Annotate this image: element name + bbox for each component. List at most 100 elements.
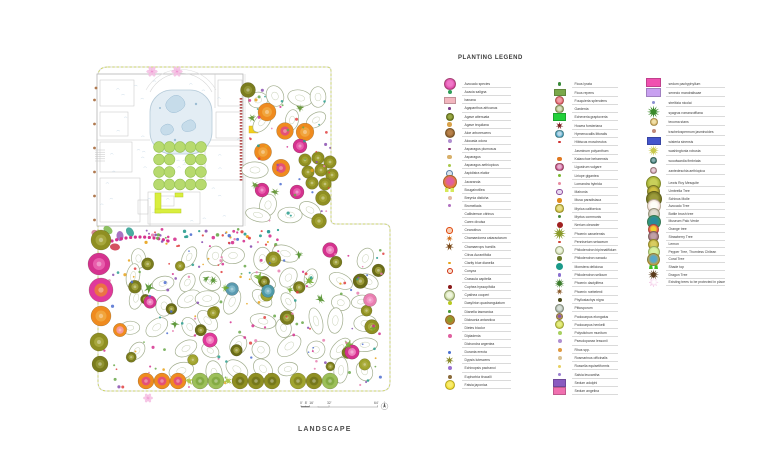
legend-row: Lomandra hybrida <box>547 180 618 188</box>
plant-name: Agave tequilana <box>462 123 511 129</box>
plant-name: Nerium oleander <box>572 223 618 230</box>
plant-symbol-empty <box>437 251 462 259</box>
plant-name: Dragon Tree <box>666 273 725 279</box>
plant-symbol-icon <box>547 271 572 279</box>
north-arrow-icon <box>380 401 389 410</box>
site-plan: 0' 8' 16' 32' 64' <box>87 66 391 410</box>
plant-symbol-icon <box>547 88 572 97</box>
shade-symbol-icon <box>649 265 658 269</box>
plant-name: tecoma stans <box>666 120 725 127</box>
plant-name: Bromeliads <box>462 204 511 210</box>
plant-name: Bougainvillea <box>462 188 511 194</box>
plant-symbol-icon <box>547 171 572 179</box>
plant-name: Echeveria graptoveria <box>572 115 618 122</box>
plant-symbol-icon <box>547 362 572 370</box>
plant-name: Bottle brush tree <box>666 212 725 218</box>
legend-row: Philodendron selloum <box>547 271 618 280</box>
upper-garden-planting <box>240 82 339 229</box>
plant-symbol-icon <box>547 254 572 262</box>
legend-row: Podocarpus henkelii <box>547 320 618 330</box>
tree-symbol-icon <box>649 156 658 165</box>
star-symbol-icon <box>446 234 453 242</box>
legend-row: Echeveria graptoveria <box>547 113 618 122</box>
plant-symbol-icon <box>547 303 572 313</box>
legend-row: Carex divulsa <box>437 218 511 227</box>
plant-name: Ligustrum vulgare <box>572 165 618 172</box>
tree-symbol-icon <box>555 162 564 172</box>
legend-row: Ficus lyrata <box>547 80 618 89</box>
legend-row: Crassula capitella <box>437 275 511 284</box>
plant-symbol-icon <box>437 332 462 340</box>
scale-label: 8' <box>305 401 308 405</box>
dot-symbol-icon <box>558 215 561 219</box>
plant-name: Asparagus <box>462 155 511 162</box>
dot-symbol-icon <box>557 156 562 162</box>
plant-name: Chamaedorea cataractarum <box>462 236 511 243</box>
plant-name: Ficus repens <box>572 91 618 97</box>
legend-row: Ceanothus <box>437 226 511 235</box>
legend-row: Duranta erecta <box>437 348 511 357</box>
plant-name: Pennisetum setaceum <box>572 240 618 246</box>
plant-symbol-empty <box>437 340 462 348</box>
legend-row: Citrus Aurantifolia <box>437 251 511 259</box>
plant-symbol-icon <box>547 213 572 221</box>
dot-symbol-icon <box>557 256 562 261</box>
plant-name: Kalanchoe beharensis <box>572 157 618 163</box>
plant-name: Strawberry Tree <box>666 235 725 241</box>
tree-symbol-icon <box>555 245 564 255</box>
plant-symbol-icon <box>437 202 462 210</box>
plant-name: Phyllostachys nigra <box>572 298 618 305</box>
plant-name: Musa paradisiaca <box>572 198 618 205</box>
plant-symbol-icon <box>437 308 462 316</box>
legend-row: Dianella tasmanica <box>437 308 511 316</box>
tree-symbol-icon <box>444 314 455 325</box>
legend-row: Polystichum munitum <box>547 329 618 338</box>
sheet-title: LANDSCAPE <box>298 426 352 433</box>
property-boundary-dashed <box>97 66 391 392</box>
plant-name: Avocado Tree <box>666 204 725 211</box>
plant-name: sedum pachyphyllum <box>666 82 725 88</box>
tree-symbol-icon <box>555 320 564 330</box>
plant-symbol-icon <box>437 348 462 356</box>
plant-name: Jacaranda <box>462 180 511 186</box>
plant-name: Howea forsteriana <box>572 124 618 130</box>
plant-name: Existing trees to be protected in place <box>666 280 725 287</box>
legend-row: Mahonia <box>547 188 618 197</box>
plant-symbol-icon <box>547 96 572 106</box>
dot-symbol-icon <box>555 262 564 271</box>
plant-name: Rhus spp. <box>572 348 618 354</box>
ring-symbol-icon <box>556 188 563 196</box>
legend-row: Asparagus plumosus <box>437 145 511 154</box>
star-symbol-icon <box>445 355 454 365</box>
scale-labels: 0' 8' 16' 32' 64' <box>300 401 379 405</box>
plant-name: Dianella tasmanica <box>462 310 511 316</box>
legend-row: woodwardia fimbriata <box>641 156 725 166</box>
plant-name: Liriope gigantea <box>572 174 618 180</box>
plant-symbol-icon <box>547 162 572 172</box>
plant-name: Dietes bicolor <box>462 326 511 332</box>
dot-symbol-icon <box>447 195 452 200</box>
plant-name: Philodendron selloum <box>572 273 618 280</box>
legend-row: Dicksonia antarctica <box>437 314 511 325</box>
courtyard-tree-grid <box>153 141 207 191</box>
legend-row: Existing trees to be protected in place <box>641 277 725 288</box>
legend-row: Musa paradisiaca <box>547 196 618 205</box>
legend-row: Clarity blue dianella <box>437 259 511 267</box>
plant-name: Fatsia japonica <box>462 383 511 389</box>
plant-name: wisteria sinensis <box>666 140 725 146</box>
dot-symbol-icon <box>447 90 452 95</box>
rect-symbol-icon <box>553 88 566 97</box>
tree-symbol-icon <box>650 166 657 174</box>
plant-name: Pepper Tree, Thornless Chilean <box>666 250 725 256</box>
existing-tree-blossoms <box>143 66 183 403</box>
plant-symbol-icon <box>437 153 462 161</box>
dot-symbol-icon <box>558 240 561 244</box>
dot-symbol-icon <box>558 140 561 144</box>
dot-symbol-icon <box>558 364 561 368</box>
plant-name: Ficus lyrata <box>572 82 618 89</box>
dot-symbol-icon <box>557 297 562 302</box>
legend-row: Aloe arborescens <box>437 127 511 138</box>
plant-symbol-empty <box>437 275 462 283</box>
plant-symbol-icon <box>641 126 666 136</box>
dot-symbol-icon <box>447 333 452 338</box>
